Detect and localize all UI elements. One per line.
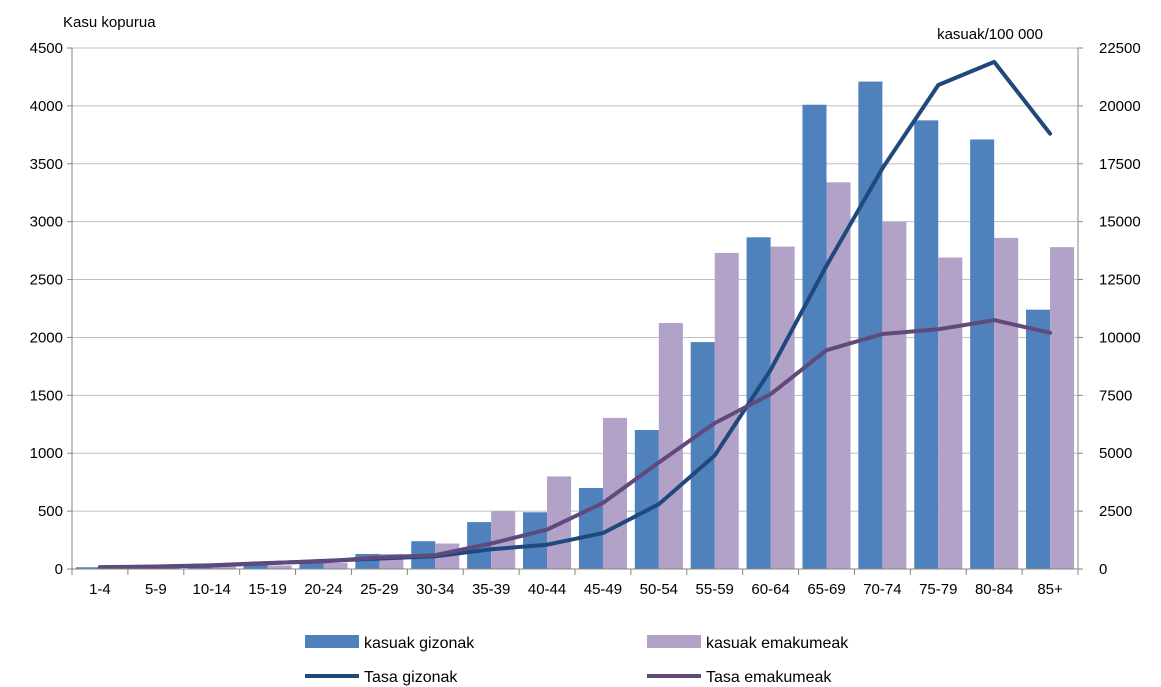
right-tick-label: 12500	[1099, 272, 1141, 289]
bar-kasuak-emakumeak-15-19	[267, 565, 292, 569]
right-tick-label: 22500	[1099, 40, 1141, 57]
x-tick-label: 80-84	[975, 581, 1013, 598]
left-tick-label: 2000	[30, 329, 63, 346]
legend-label-kasuak-gizonak: kasuak gizonak	[364, 635, 475, 652]
x-tick-label: 30-34	[416, 581, 454, 598]
bar-kasuak-gizonak-1-4	[75, 567, 100, 569]
bar-kasuak-gizonak-85+	[1026, 309, 1051, 569]
x-tick-label: 40-44	[528, 581, 566, 598]
x-tick-label: 1-4	[89, 581, 111, 598]
x-tick-label: 50-54	[640, 581, 678, 598]
left-tick-label: 3000	[30, 214, 63, 231]
x-tick-label: 60-64	[751, 581, 789, 598]
legend-label-tasa-gizonak: Tasa gizonak	[364, 669, 458, 686]
x-tick-label: 15-19	[248, 581, 286, 598]
x-tick-label: 20-24	[304, 581, 342, 598]
left-tick-label: 3500	[30, 156, 63, 173]
left-tick-label: 0	[55, 561, 63, 578]
bar-kasuak-emakumeak-65-69	[826, 182, 851, 569]
line-series	[97, 59, 1053, 570]
left-axis-title: Kasu kopurua	[63, 14, 156, 31]
left-tick-label: 4500	[30, 40, 63, 57]
right-tick-label: 0	[1099, 561, 1107, 578]
x-tick-label: 75-79	[919, 581, 957, 598]
x-tick-label: 25-29	[360, 581, 398, 598]
x-tick-label: 70-74	[863, 581, 901, 598]
left-tick-label: 2500	[30, 272, 63, 289]
left-tick-label: 4000	[30, 98, 63, 115]
bar-kasuak-emakumeak-20-24	[323, 562, 348, 569]
x-tick-label: 85+	[1037, 581, 1063, 598]
right-axis-ticks: 0 2500 5000 7500 10000 12500 15000 17500 20000 22…	[1078, 40, 1141, 578]
right-tick-label: 17500	[1099, 156, 1141, 173]
bar-kasuak-gizonak-80-84	[970, 139, 995, 569]
left-tick-label: 1000	[30, 445, 63, 462]
line-Tasa-gizonak	[97, 59, 1053, 570]
x-tick-label: 65-69	[807, 581, 845, 598]
legend: kasuak gizonak kasuak emakumeak Tasa giz…	[305, 635, 849, 686]
gridlines	[72, 47, 1078, 570]
x-tick-label: 10-14	[193, 581, 231, 598]
bar-kasuak-emakumeak-80-84	[994, 237, 1019, 569]
right-axis-title: kasuak/100 000	[937, 26, 1043, 43]
left-axis-ticks: 0 500 1000 1500 2000 2500 3000 3500 4000 4500	[30, 40, 72, 578]
bar-kasuak-gizonak-70-74	[858, 81, 883, 569]
x-axis-ticks: 1-4 5-9 10-14 15-19 20-24 25-29 30-34 35-39 40-4…	[71, 569, 1079, 598]
bar-kasuak-emakumeak-60-64	[770, 246, 795, 569]
left-tick-label: 1500	[30, 387, 63, 404]
right-tick-label: 2500	[1099, 503, 1132, 520]
x-tick-label: 55-59	[696, 581, 734, 598]
legend-label-kasuak-emakumeak: kasuak emakumeak	[706, 635, 849, 652]
x-tick-label: 5-9	[145, 581, 167, 598]
bar-kasuak-gizonak-40-44	[523, 512, 548, 569]
bar-kasuak-gizonak-65-69	[802, 104, 827, 569]
bar-kasuak-gizonak-75-79	[914, 120, 939, 569]
bar-kasuak-emakumeak-10-14	[211, 566, 236, 569]
legend-label-tasa-emakumeak: Tasa emakumeak	[706, 669, 832, 686]
bar-kasuak-gizonak-20-24	[299, 563, 324, 569]
right-tick-label: 10000	[1099, 329, 1141, 346]
right-tick-label: 7500	[1099, 387, 1132, 404]
legend-swatch-kasuak-gizonak	[305, 635, 359, 648]
bar-kasuak-emakumeak-70-74	[882, 221, 907, 569]
left-tick-label: 500	[38, 503, 63, 520]
bar-kasuak-gizonak-50-54	[634, 430, 659, 569]
right-tick-label: 5000	[1099, 445, 1132, 462]
bar-series	[75, 81, 1075, 570]
x-tick-label: 45-49	[584, 581, 622, 598]
legend-swatch-kasuak-emakumeak	[647, 635, 701, 648]
bar-kasuak-gizonak-15-19	[243, 564, 268, 569]
bar-kasuak-gizonak-55-59	[690, 342, 715, 569]
line-Tasa-emakumeak	[97, 318, 1053, 570]
x-tick-label: 35-39	[472, 581, 510, 598]
right-tick-label: 15000	[1099, 214, 1141, 231]
bar-kasuak-gizonak-45-49	[578, 487, 603, 569]
bar-kasuak-emakumeak-85+	[1050, 247, 1075, 570]
right-tick-label: 20000	[1099, 98, 1141, 115]
bar-kasuak-emakumeak-75-79	[938, 257, 963, 569]
